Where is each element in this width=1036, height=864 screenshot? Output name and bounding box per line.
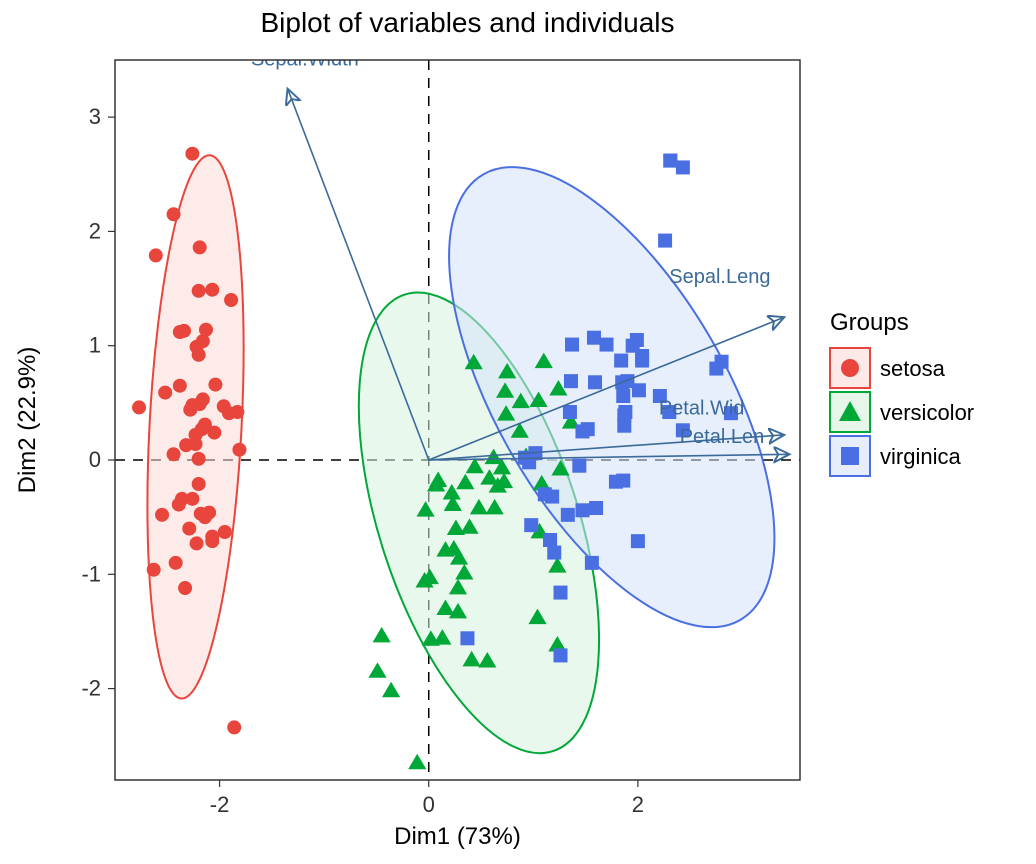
point <box>196 392 210 406</box>
point <box>524 518 538 532</box>
point <box>192 284 206 298</box>
x-tick-label: -2 <box>210 792 230 817</box>
point <box>561 508 575 522</box>
point <box>631 534 645 548</box>
x-tick-label: 2 <box>632 792 644 817</box>
point <box>460 631 474 645</box>
point <box>616 474 630 488</box>
biplot-chart: Biplot of variables and individuals Sepal… <box>0 0 1036 864</box>
point <box>149 248 163 262</box>
point <box>373 627 391 642</box>
point <box>205 283 219 297</box>
point <box>232 443 246 457</box>
loading-label: Petal.Len <box>680 426 765 448</box>
point <box>195 422 209 436</box>
point <box>230 405 244 419</box>
point <box>522 455 536 469</box>
point <box>185 492 199 506</box>
point <box>167 447 181 461</box>
point <box>589 501 603 515</box>
legend-label-versicolor: versicolor <box>880 400 974 425</box>
point <box>585 556 599 570</box>
loading-label: Petal.Wid <box>659 397 745 419</box>
point <box>147 563 161 577</box>
point <box>190 536 204 550</box>
point <box>543 533 557 547</box>
point <box>193 240 207 254</box>
legend-marker <box>841 359 859 377</box>
y-tick-label: 1 <box>89 333 101 358</box>
point <box>382 682 400 697</box>
point <box>173 325 187 339</box>
point <box>575 503 589 517</box>
point <box>173 379 187 393</box>
legend: Groups setosa versicolor virginica <box>830 309 974 476</box>
point <box>676 160 690 174</box>
y-axis-title: Dim2 (22.9%) <box>14 347 41 494</box>
point <box>132 400 146 414</box>
point <box>217 399 231 413</box>
point <box>224 293 238 307</box>
point <box>185 147 199 161</box>
point <box>663 154 677 168</box>
point <box>581 422 595 436</box>
point <box>564 374 578 388</box>
y-tick-label: 3 <box>89 104 101 129</box>
point <box>227 720 241 734</box>
point <box>169 556 183 570</box>
point <box>178 581 192 595</box>
point <box>565 338 579 352</box>
y-tick-label: 0 <box>89 447 101 472</box>
chart-title: Biplot of variables and individuals <box>260 7 674 38</box>
point <box>172 498 186 512</box>
point <box>202 506 216 520</box>
point <box>208 378 222 392</box>
legend-label-setosa: setosa <box>880 356 946 381</box>
point <box>554 648 568 662</box>
point <box>158 386 172 400</box>
point <box>192 477 206 491</box>
point <box>616 389 630 403</box>
chart-svg: Biplot of variables and individuals Sepal… <box>0 0 1036 864</box>
point <box>563 405 577 419</box>
point <box>182 522 196 536</box>
point <box>218 525 232 539</box>
point <box>190 340 204 354</box>
point <box>617 408 631 422</box>
y-tick-label: -2 <box>81 676 101 701</box>
point <box>554 586 568 600</box>
point <box>199 323 213 337</box>
point <box>572 459 586 473</box>
x-axis-title: Dim1 (73%) <box>394 823 521 850</box>
point <box>658 234 672 248</box>
y-tick-label: 2 <box>89 218 101 243</box>
point <box>192 452 206 466</box>
x-tick-label: 0 <box>423 792 435 817</box>
point <box>183 403 197 417</box>
point <box>588 375 602 389</box>
point <box>600 338 614 352</box>
point <box>547 546 561 560</box>
point <box>189 437 203 451</box>
point <box>587 331 601 345</box>
point <box>368 662 386 677</box>
point <box>205 534 219 548</box>
point <box>155 508 169 522</box>
point <box>538 487 552 501</box>
point <box>167 207 181 221</box>
legend-label-virginica: virginica <box>880 444 961 469</box>
point <box>408 754 426 769</box>
legend-title: Groups <box>830 309 909 336</box>
legend-marker <box>841 447 859 465</box>
point <box>630 333 644 347</box>
point <box>715 355 729 369</box>
point <box>620 374 634 388</box>
loading-label: Sepal.Leng <box>669 266 770 288</box>
y-tick-label: -1 <box>81 561 101 586</box>
point <box>635 354 649 368</box>
point <box>614 354 628 368</box>
